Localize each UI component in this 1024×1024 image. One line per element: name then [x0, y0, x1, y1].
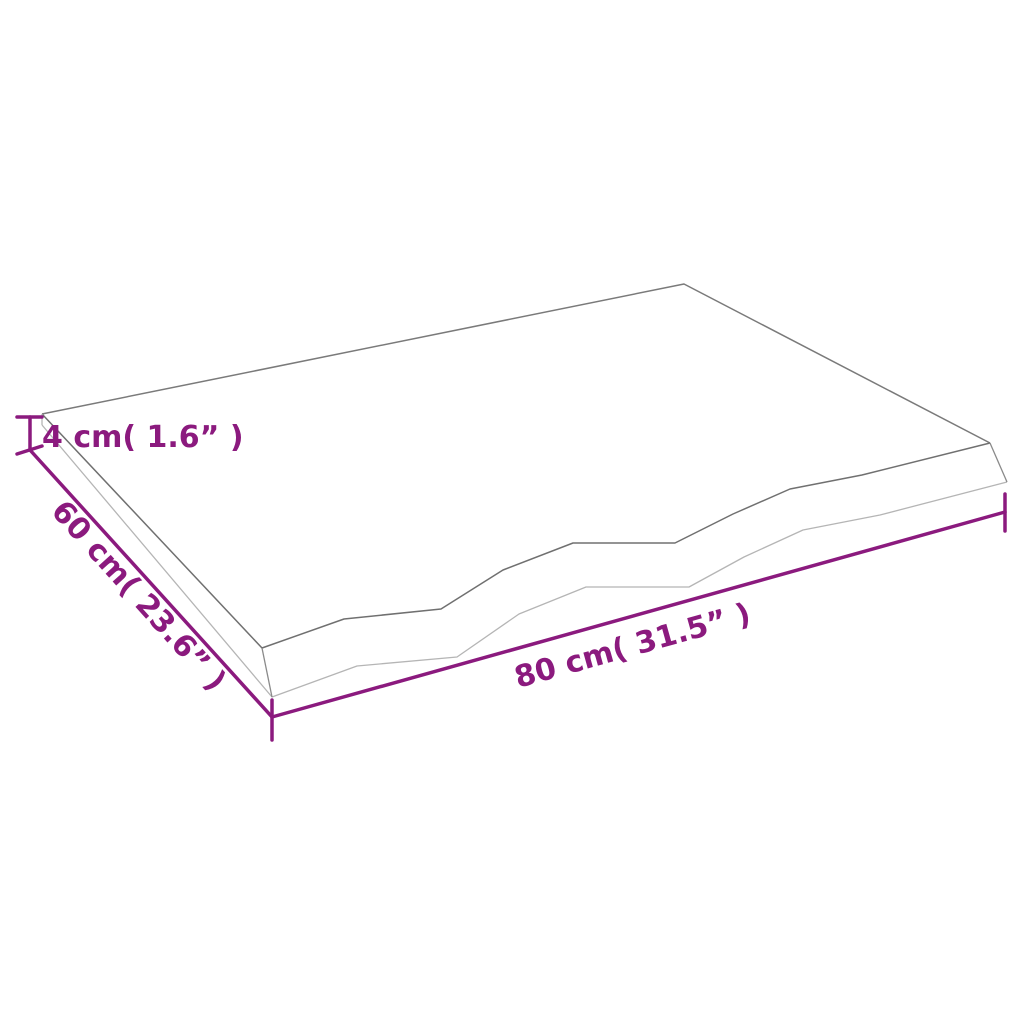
thickness-label: 4 cm( 1.6” )	[42, 420, 244, 455]
width-label: 80 cm( 31.5” )	[511, 597, 755, 696]
dimension-lines	[15, 415, 1007, 742]
depth-dimension-line	[28, 448, 274, 719]
board-right-thickness-edge	[989, 442, 1008, 483]
depth-label: 60 cm( 23.6” )	[44, 494, 233, 698]
board-top-back-edges	[41, 283, 991, 444]
board-top-front-edge	[41, 413, 991, 649]
board-bottom-edge	[41, 424, 1008, 698]
board-outline	[41, 283, 1008, 698]
width-dimension-line	[270, 510, 1007, 719]
board-front-thickness-edge	[261, 647, 273, 698]
